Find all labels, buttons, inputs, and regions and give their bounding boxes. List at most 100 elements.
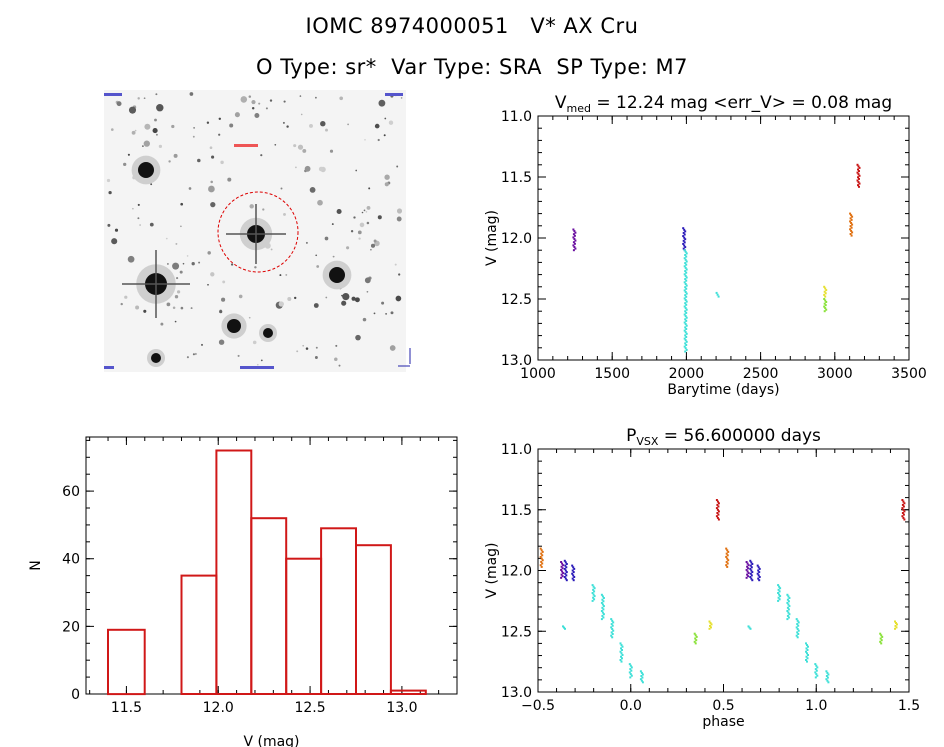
data-point [746,570,749,573]
data-point [716,508,719,511]
field-star [315,346,318,349]
data-point [620,652,623,655]
field-star [299,95,302,97]
data-point [591,599,594,602]
field-star [336,208,342,215]
data-point-group [628,663,633,679]
data-point [849,225,852,228]
data-point [778,590,781,593]
field-star [154,118,157,122]
data-point [682,231,685,234]
field-star [395,295,402,302]
data-point [710,623,713,626]
x-tick-label: 13.0 [386,700,417,716]
corner-mark [385,93,403,96]
field-star [230,263,234,266]
data-point [601,614,604,617]
data-point [880,634,883,637]
field-star [237,354,240,357]
data-point [747,625,750,628]
field-star [218,339,225,345]
data-point [592,596,595,599]
data-point [684,339,687,342]
field-star [197,158,201,163]
data-point [824,287,827,290]
data-point [901,512,904,514]
data-point [786,610,789,612]
data-point [539,564,542,567]
data-point [716,503,719,506]
bright-star [329,267,345,283]
data-point [777,599,780,602]
data-point-group [572,228,577,252]
data-point [683,329,686,332]
data-point [710,626,712,629]
data-point [685,292,688,295]
field-star [116,101,122,107]
target-label-mark [234,144,258,147]
field-star [137,217,140,220]
field-star [210,272,215,277]
data-point-group [715,291,720,298]
data-point [827,681,830,684]
data-point [902,513,905,516]
data-point [823,298,826,300]
data-point [540,565,543,568]
data-point-group [805,642,809,663]
data-point [592,588,595,591]
data-point [602,608,605,611]
data-point-group [600,593,605,621]
field-star [359,222,365,228]
data-point [745,561,748,563]
data-point [708,620,711,623]
data-point [824,307,827,310]
x-tick-label: 1500 [594,366,630,382]
data-point [602,616,605,619]
data-point [879,632,882,635]
data-point [628,671,631,674]
data-point [641,681,644,684]
field-star [240,96,248,103]
field-star [127,153,130,156]
data-point [685,260,688,263]
histogram-bar [389,689,427,695]
histogram-bar [250,517,288,696]
field-star [317,199,323,206]
data-point [758,567,761,570]
field-star [210,201,216,208]
y-axis-label: N [28,560,44,570]
data-point [683,257,686,260]
data-point [573,242,576,245]
field-star [287,297,292,301]
data-point [749,572,752,575]
data-point [824,304,827,307]
field-star [180,225,182,228]
field-star [142,145,144,147]
field-star [254,113,260,118]
data-point-group [715,499,720,521]
data-point [630,669,633,672]
field-star [160,107,163,110]
data-point [683,265,686,268]
data-point [750,566,753,569]
data-point-group [539,547,544,568]
data-point [750,569,753,572]
data-point-group [747,625,752,630]
y-tick-label: 40 [62,552,80,568]
data-point [751,563,754,565]
field-star [207,251,211,255]
y-axis-label: V (mag) [484,210,500,266]
field-star [120,302,123,306]
data-point [815,669,818,672]
data-point [565,566,568,569]
data-point [796,631,799,634]
field-star [262,208,265,211]
data-point [685,319,688,322]
field-star [325,128,328,132]
data-point [816,666,819,669]
data-point [621,657,623,660]
data-point [683,249,686,252]
data-point [717,295,720,298]
field-star [194,352,197,356]
data-point [787,611,790,614]
